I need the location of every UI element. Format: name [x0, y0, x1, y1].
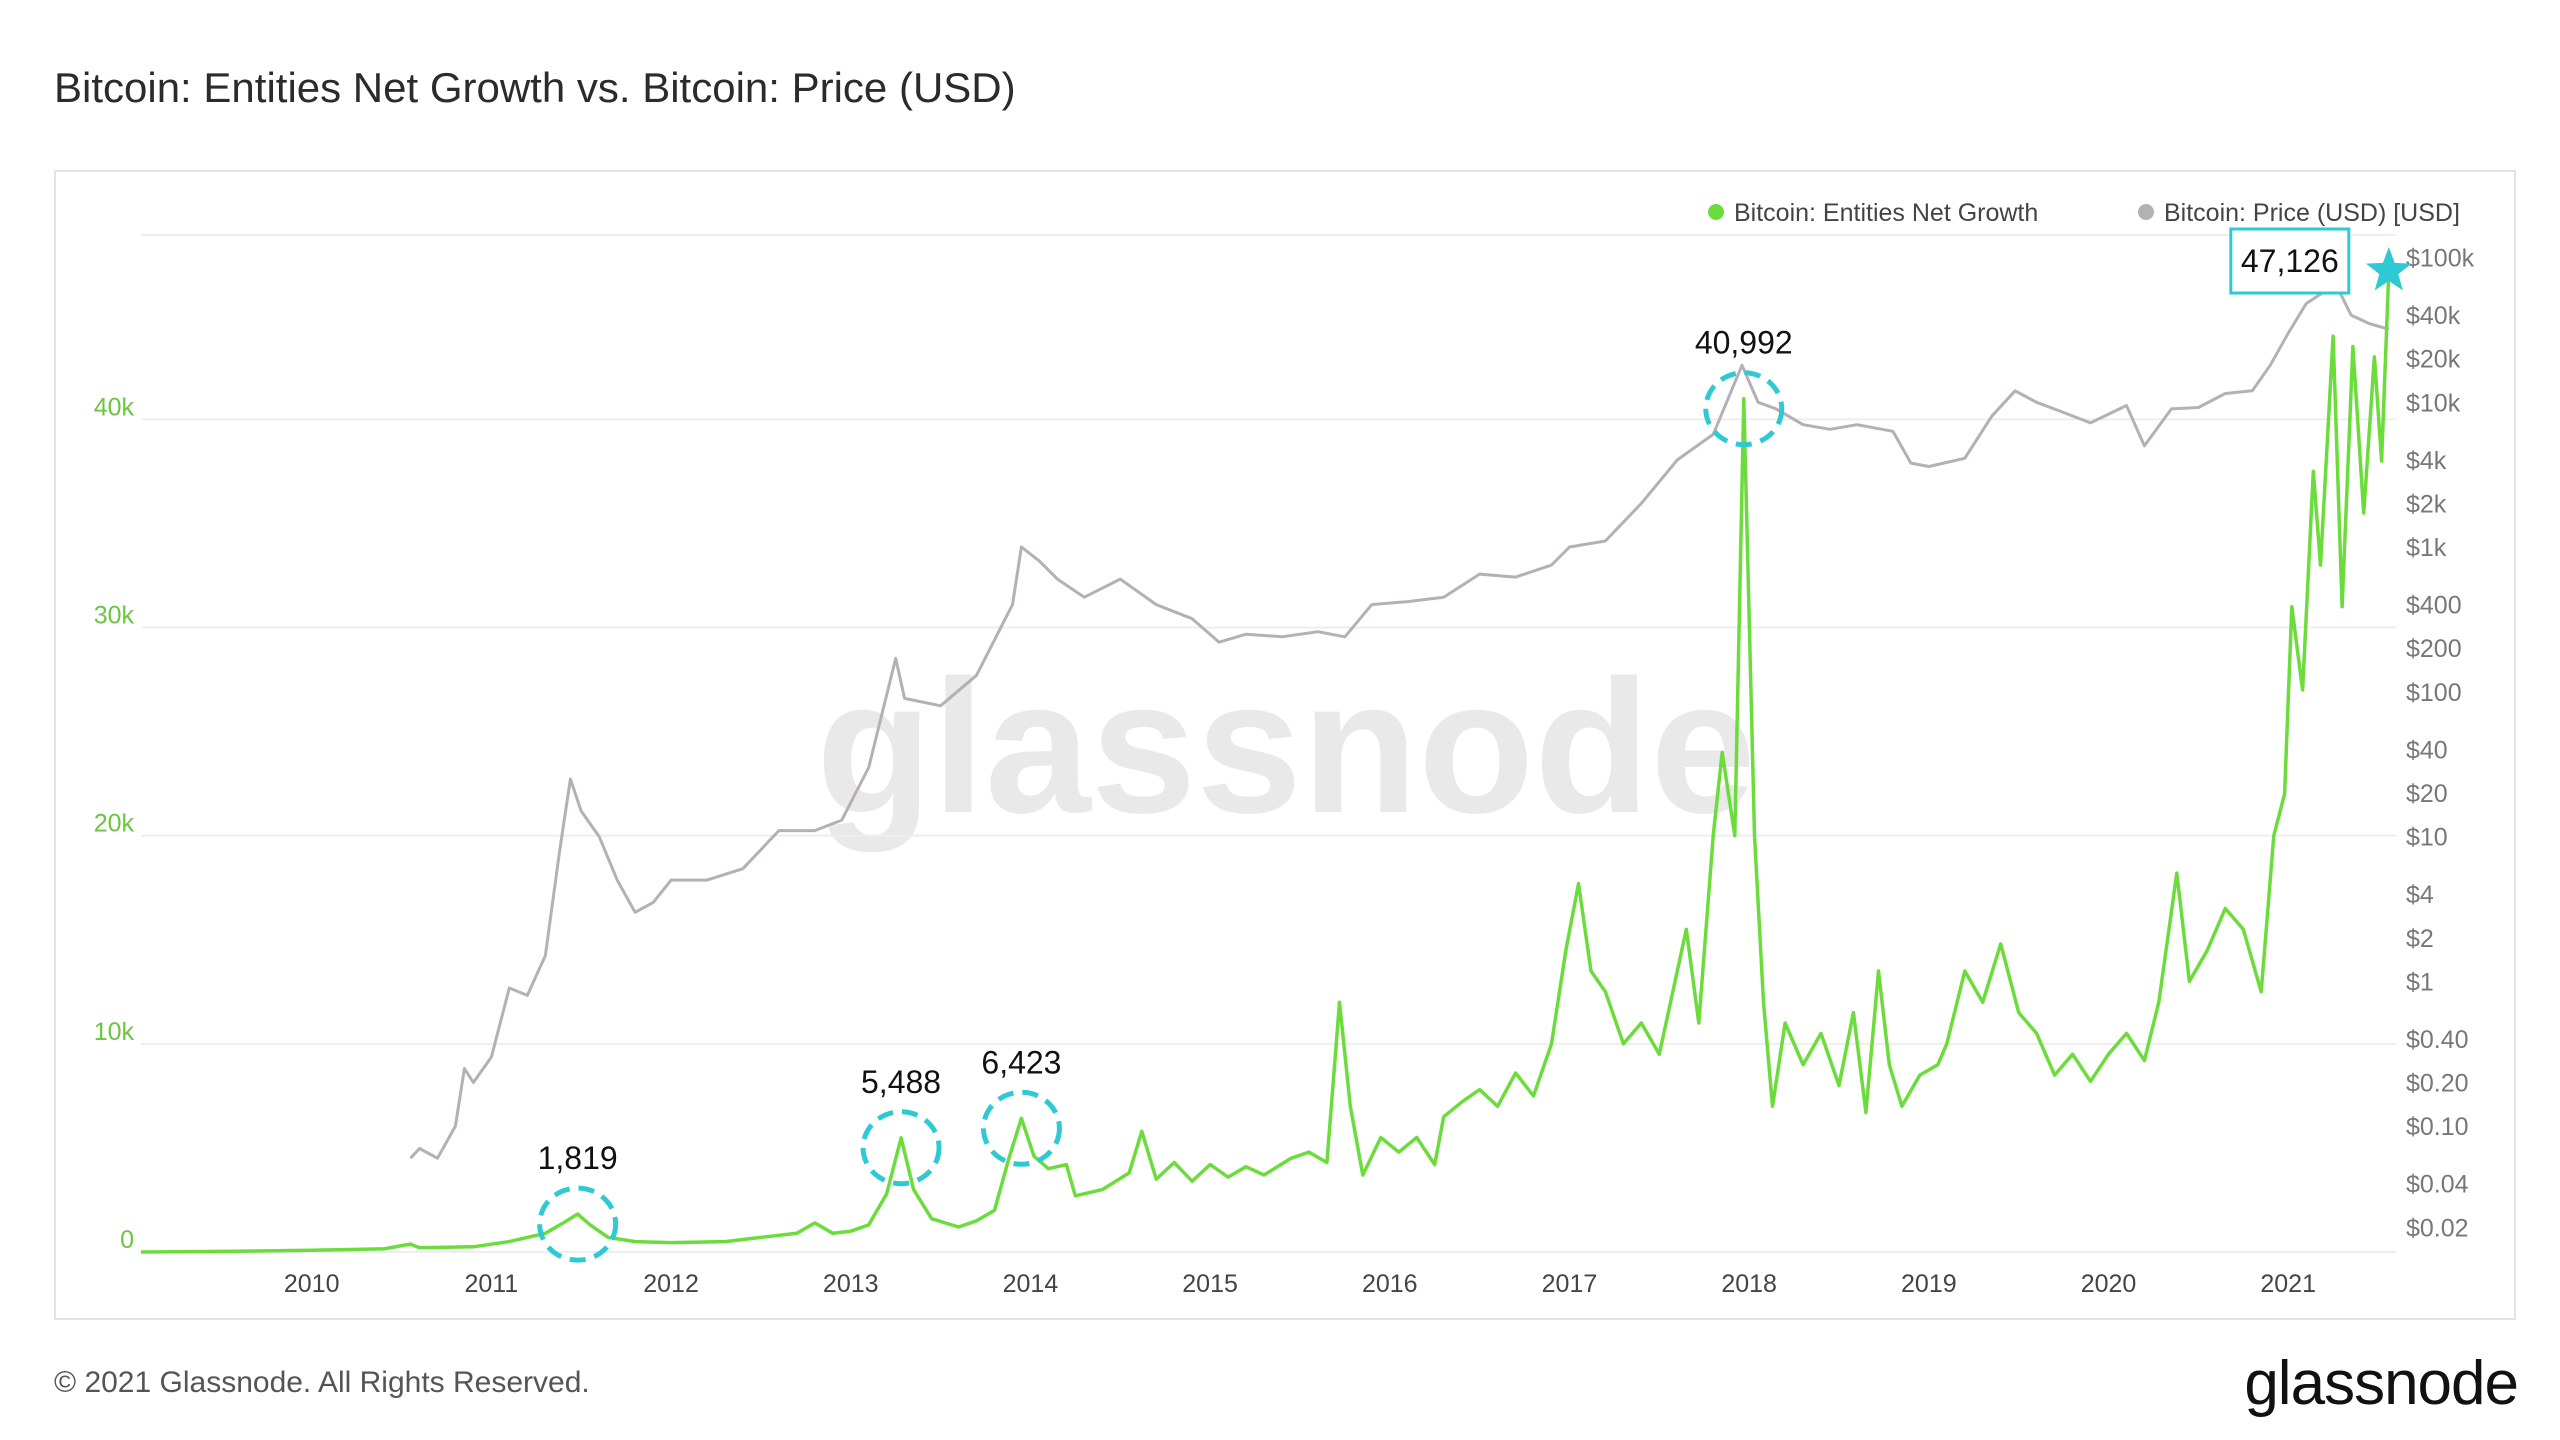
- y-left-tick-label: 40k: [94, 393, 135, 421]
- y-right-tick-label: $1k: [2406, 534, 2447, 562]
- y-left-tick-label: 30k: [94, 602, 135, 630]
- x-tick-label: 2017: [1542, 1270, 1598, 1298]
- legend-label: Bitcoin: Price (USD) [USD]: [2164, 199, 2460, 227]
- y-right-tick-label: $20k: [2406, 346, 2461, 374]
- y-left-tick-label: 20k: [94, 810, 135, 838]
- y-right-tick-label: $0.02: [2406, 1214, 2469, 1242]
- page-title: Bitcoin: Entities Net Growth vs. Bitcoin…: [54, 64, 1016, 111]
- y-right-tick-label: $200: [2406, 635, 2462, 663]
- x-tick-label: 2010: [284, 1270, 340, 1298]
- y-right-tick-label: $100k: [2406, 244, 2475, 272]
- x-tick-label: 2011: [464, 1270, 518, 1298]
- y-right-tick-label: $2: [2406, 925, 2434, 953]
- y-right-tick-label: $0.20: [2406, 1070, 2469, 1098]
- growth-layer: [140, 270, 2391, 1254]
- y-right-tick-label: $1: [2406, 968, 2434, 996]
- price-series-line: [409, 288, 2390, 1160]
- chart-legend: Bitcoin: Entities Net Growth Bitcoin: Pri…: [1708, 199, 2460, 227]
- y-right-tick-label: $20: [2406, 780, 2448, 808]
- entities-growth-series-line: [140, 270, 2391, 1254]
- annotation-circle: [980, 1089, 1062, 1167]
- annotations: 1,819 5,488 6,423 40,992 47,126: [537, 227, 2412, 1263]
- x-tick-label: 2020: [2081, 1270, 2137, 1298]
- x-axis: 2010 2011 2012 2013 2014 2015 2016 2017 2018 2019…: [284, 1270, 2316, 1298]
- x-tick-label: 2019: [1901, 1270, 1957, 1298]
- y-right-tick-label: $4k: [2406, 447, 2447, 475]
- y-left-tick-label: 0: [120, 1226, 134, 1254]
- price-layer: [409, 288, 2390, 1160]
- y-right-tick-label: $0.10: [2406, 1113, 2469, 1141]
- chart-panel: glassnode Bitcoin: Entities Net Growth Bi…: [54, 170, 2516, 1320]
- annotation-circle: [537, 1185, 619, 1263]
- legend-label: Bitcoin: Entities Net Growth: [1734, 199, 2038, 227]
- legend-marker: [1708, 204, 1724, 220]
- y-right-tick-label: $10k: [2406, 389, 2461, 417]
- annotation-circle: [1703, 370, 1785, 448]
- y-axis-left: 0 10k 20k 30k 40k: [94, 393, 135, 1254]
- x-tick-label: 2014: [1003, 1270, 1059, 1298]
- y-right-tick-label: $100: [2406, 679, 2462, 707]
- legend-marker: [2138, 204, 2154, 220]
- x-tick-label: 2015: [1182, 1270, 1238, 1298]
- y-right-tick-label: $10: [2406, 824, 2448, 852]
- annotation-label: 40,992: [1695, 325, 1793, 361]
- footer-copyright: © 2021 Glassnode. All Rights Reserved.: [54, 1366, 590, 1399]
- y-right-tick-label: $40k: [2406, 302, 2461, 330]
- annotation-circle: [860, 1109, 942, 1187]
- annotation-label: 1,819: [538, 1140, 618, 1176]
- annotation-label: 47,126: [2241, 243, 2339, 279]
- x-tick-label: 2012: [643, 1270, 699, 1298]
- y-right-tick-label: $2k: [2406, 490, 2447, 518]
- y-right-tick-label: $400: [2406, 592, 2462, 620]
- y-right-tick-label: $0.04: [2406, 1171, 2469, 1199]
- watermark: glassnode: [816, 641, 1756, 853]
- x-tick-label: 2013: [823, 1270, 879, 1298]
- y-axis-right: $0.02 $0.04 $0.10 $0.20 $0.40 $1 $2 $4 $10 $20 $40…: [2406, 244, 2475, 1242]
- chart-svg: glassnode Bitcoin: Entities Net Growth Bi…: [94, 199, 2475, 1298]
- x-tick-label: 2018: [1721, 1270, 1777, 1298]
- y-left-tick-label: 10k: [94, 1018, 135, 1046]
- y-right-tick-label: $40: [2406, 736, 2448, 764]
- grid: [141, 234, 2396, 1253]
- x-tick-label: 2016: [1362, 1270, 1418, 1298]
- annotation-box: [2229, 227, 2351, 295]
- y-right-tick-label: $4: [2406, 881, 2434, 909]
- annotation-label: 6,423: [981, 1044, 1061, 1080]
- x-tick-label: 2021: [2260, 1270, 2316, 1298]
- brand-logo: glassnode: [2244, 1349, 2519, 1418]
- y-right-tick-label: $0.40: [2406, 1026, 2469, 1054]
- annotation-label: 5,488: [861, 1064, 941, 1100]
- annotation-star: [2366, 247, 2412, 291]
